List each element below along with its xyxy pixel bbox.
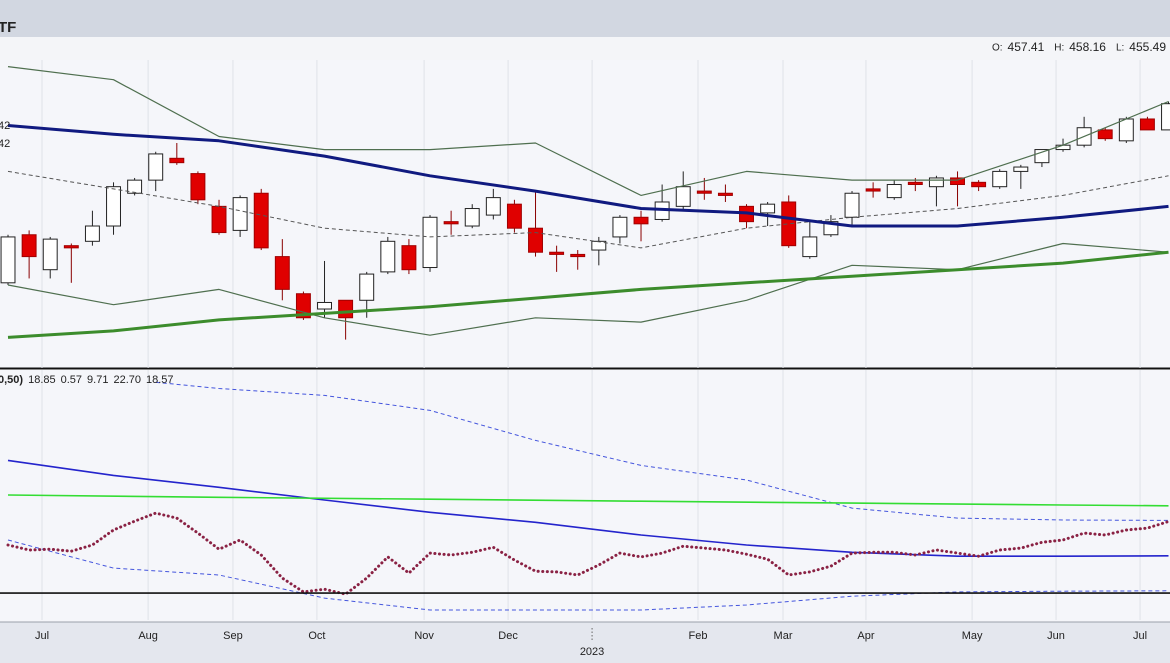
indicator-line <box>7 494 1169 507</box>
x-tick-label: Feb <box>689 630 708 642</box>
candle-body <box>169 157 185 164</box>
candle-body <box>211 205 227 234</box>
indicator-line <box>7 170 1169 249</box>
ohlc-label: H: <box>1054 43 1064 54</box>
ohlc-value: 455.49 <box>1129 40 1166 54</box>
x-tick-label: Oct <box>308 630 325 642</box>
indicator-panel <box>0 370 1170 622</box>
candle-body <box>506 203 522 229</box>
candle-body <box>612 216 628 238</box>
indicator-line <box>7 124 1169 228</box>
ohlc-label: O: <box>992 43 1003 54</box>
legend-title: 0,50) <box>0 374 23 386</box>
candle-body <box>42 238 58 271</box>
candle-body <box>127 179 143 194</box>
candle-body <box>63 245 79 249</box>
candle-body <box>865 188 881 192</box>
candle-body <box>1097 129 1113 140</box>
x-tick-label: Dec <box>498 630 518 642</box>
indicator-line <box>7 250 1169 339</box>
legend-value: 18.85 <box>28 374 56 386</box>
candle-body <box>591 240 607 251</box>
candle-body <box>1161 103 1170 131</box>
candle-body <box>950 177 965 186</box>
x-tick-label: Apr <box>857 630 874 642</box>
candle-body <box>274 256 290 290</box>
legend-label: 42 <box>0 138 10 150</box>
candle-body <box>148 153 164 181</box>
candle-body <box>338 299 354 319</box>
candle-body <box>781 201 797 247</box>
candle-body <box>84 225 100 242</box>
x-tick-label: Mar <box>774 630 793 642</box>
candle-body <box>443 221 459 225</box>
chart-title: TF <box>0 19 16 36</box>
header-bar <box>0 0 1170 37</box>
candle-body <box>0 236 16 284</box>
labels: Jul Aug Sep Oct Nov Dec Feb Mar Apr May Jun Jul 2023… <box>0 40 1166 658</box>
candle-body <box>232 197 248 231</box>
candle-body <box>971 181 987 188</box>
candle-body <box>359 273 375 301</box>
info-bar <box>0 37 1170 60</box>
indicator-line <box>7 539 1169 611</box>
candle-body <box>464 208 480 227</box>
candle-body <box>717 192 733 196</box>
candle-body <box>1013 166 1029 172</box>
indicator-line <box>7 66 1169 196</box>
candle-body <box>106 186 121 227</box>
legend-value: 9.71 <box>87 374 108 386</box>
candle-body <box>1034 149 1050 164</box>
candle-body <box>802 236 818 258</box>
x-tick-label: Sep <box>223 630 243 642</box>
candle-body <box>633 216 649 225</box>
candle-body <box>992 170 1008 188</box>
x-tick-label: May <box>962 630 983 642</box>
legend-value: 18.57 <box>146 374 174 386</box>
candle-body <box>401 245 417 271</box>
candle-body <box>675 186 691 207</box>
ohlc-value: 457.41 <box>1008 40 1045 54</box>
ohlc-label: L: <box>1116 43 1124 54</box>
candle-body <box>886 184 902 199</box>
x-tick-label: Aug <box>138 630 158 642</box>
legend-value: 0.57 <box>61 374 82 386</box>
candle-body <box>570 253 586 258</box>
candle-body <box>253 192 269 249</box>
x-tick-label: Jun <box>1047 630 1065 642</box>
candle-body <box>907 181 923 186</box>
candle-body <box>317 301 332 310</box>
candle-body <box>549 251 565 255</box>
candle-body <box>190 173 206 201</box>
marks <box>0 66 1170 611</box>
legend-label: 42 <box>0 120 10 132</box>
x-tick-label: Jul <box>35 630 49 642</box>
indicator-line <box>155 381 1169 521</box>
candle-body <box>928 177 944 188</box>
indicator-line <box>7 242 1169 336</box>
x-tick-label: Nov <box>414 630 434 642</box>
x-axis-bar <box>0 622 1170 663</box>
candle-body <box>760 203 776 214</box>
candle-body <box>1118 118 1134 142</box>
x-tick-label: Jul <box>1133 630 1147 642</box>
legend-value: 22.70 <box>113 374 141 386</box>
indicator-line <box>6 511 1170 596</box>
candle-body <box>528 227 543 253</box>
candle-body <box>1139 118 1155 131</box>
candle-body <box>380 240 396 273</box>
price-panel <box>0 60 1170 368</box>
x-year-label: 2023 <box>580 646 604 658</box>
candle-body <box>21 234 37 258</box>
candle-body <box>422 216 438 269</box>
candle-body <box>696 190 712 194</box>
candle-body <box>844 192 860 218</box>
ohlc-value: 458.16 <box>1069 40 1106 54</box>
candle-body <box>485 197 501 216</box>
